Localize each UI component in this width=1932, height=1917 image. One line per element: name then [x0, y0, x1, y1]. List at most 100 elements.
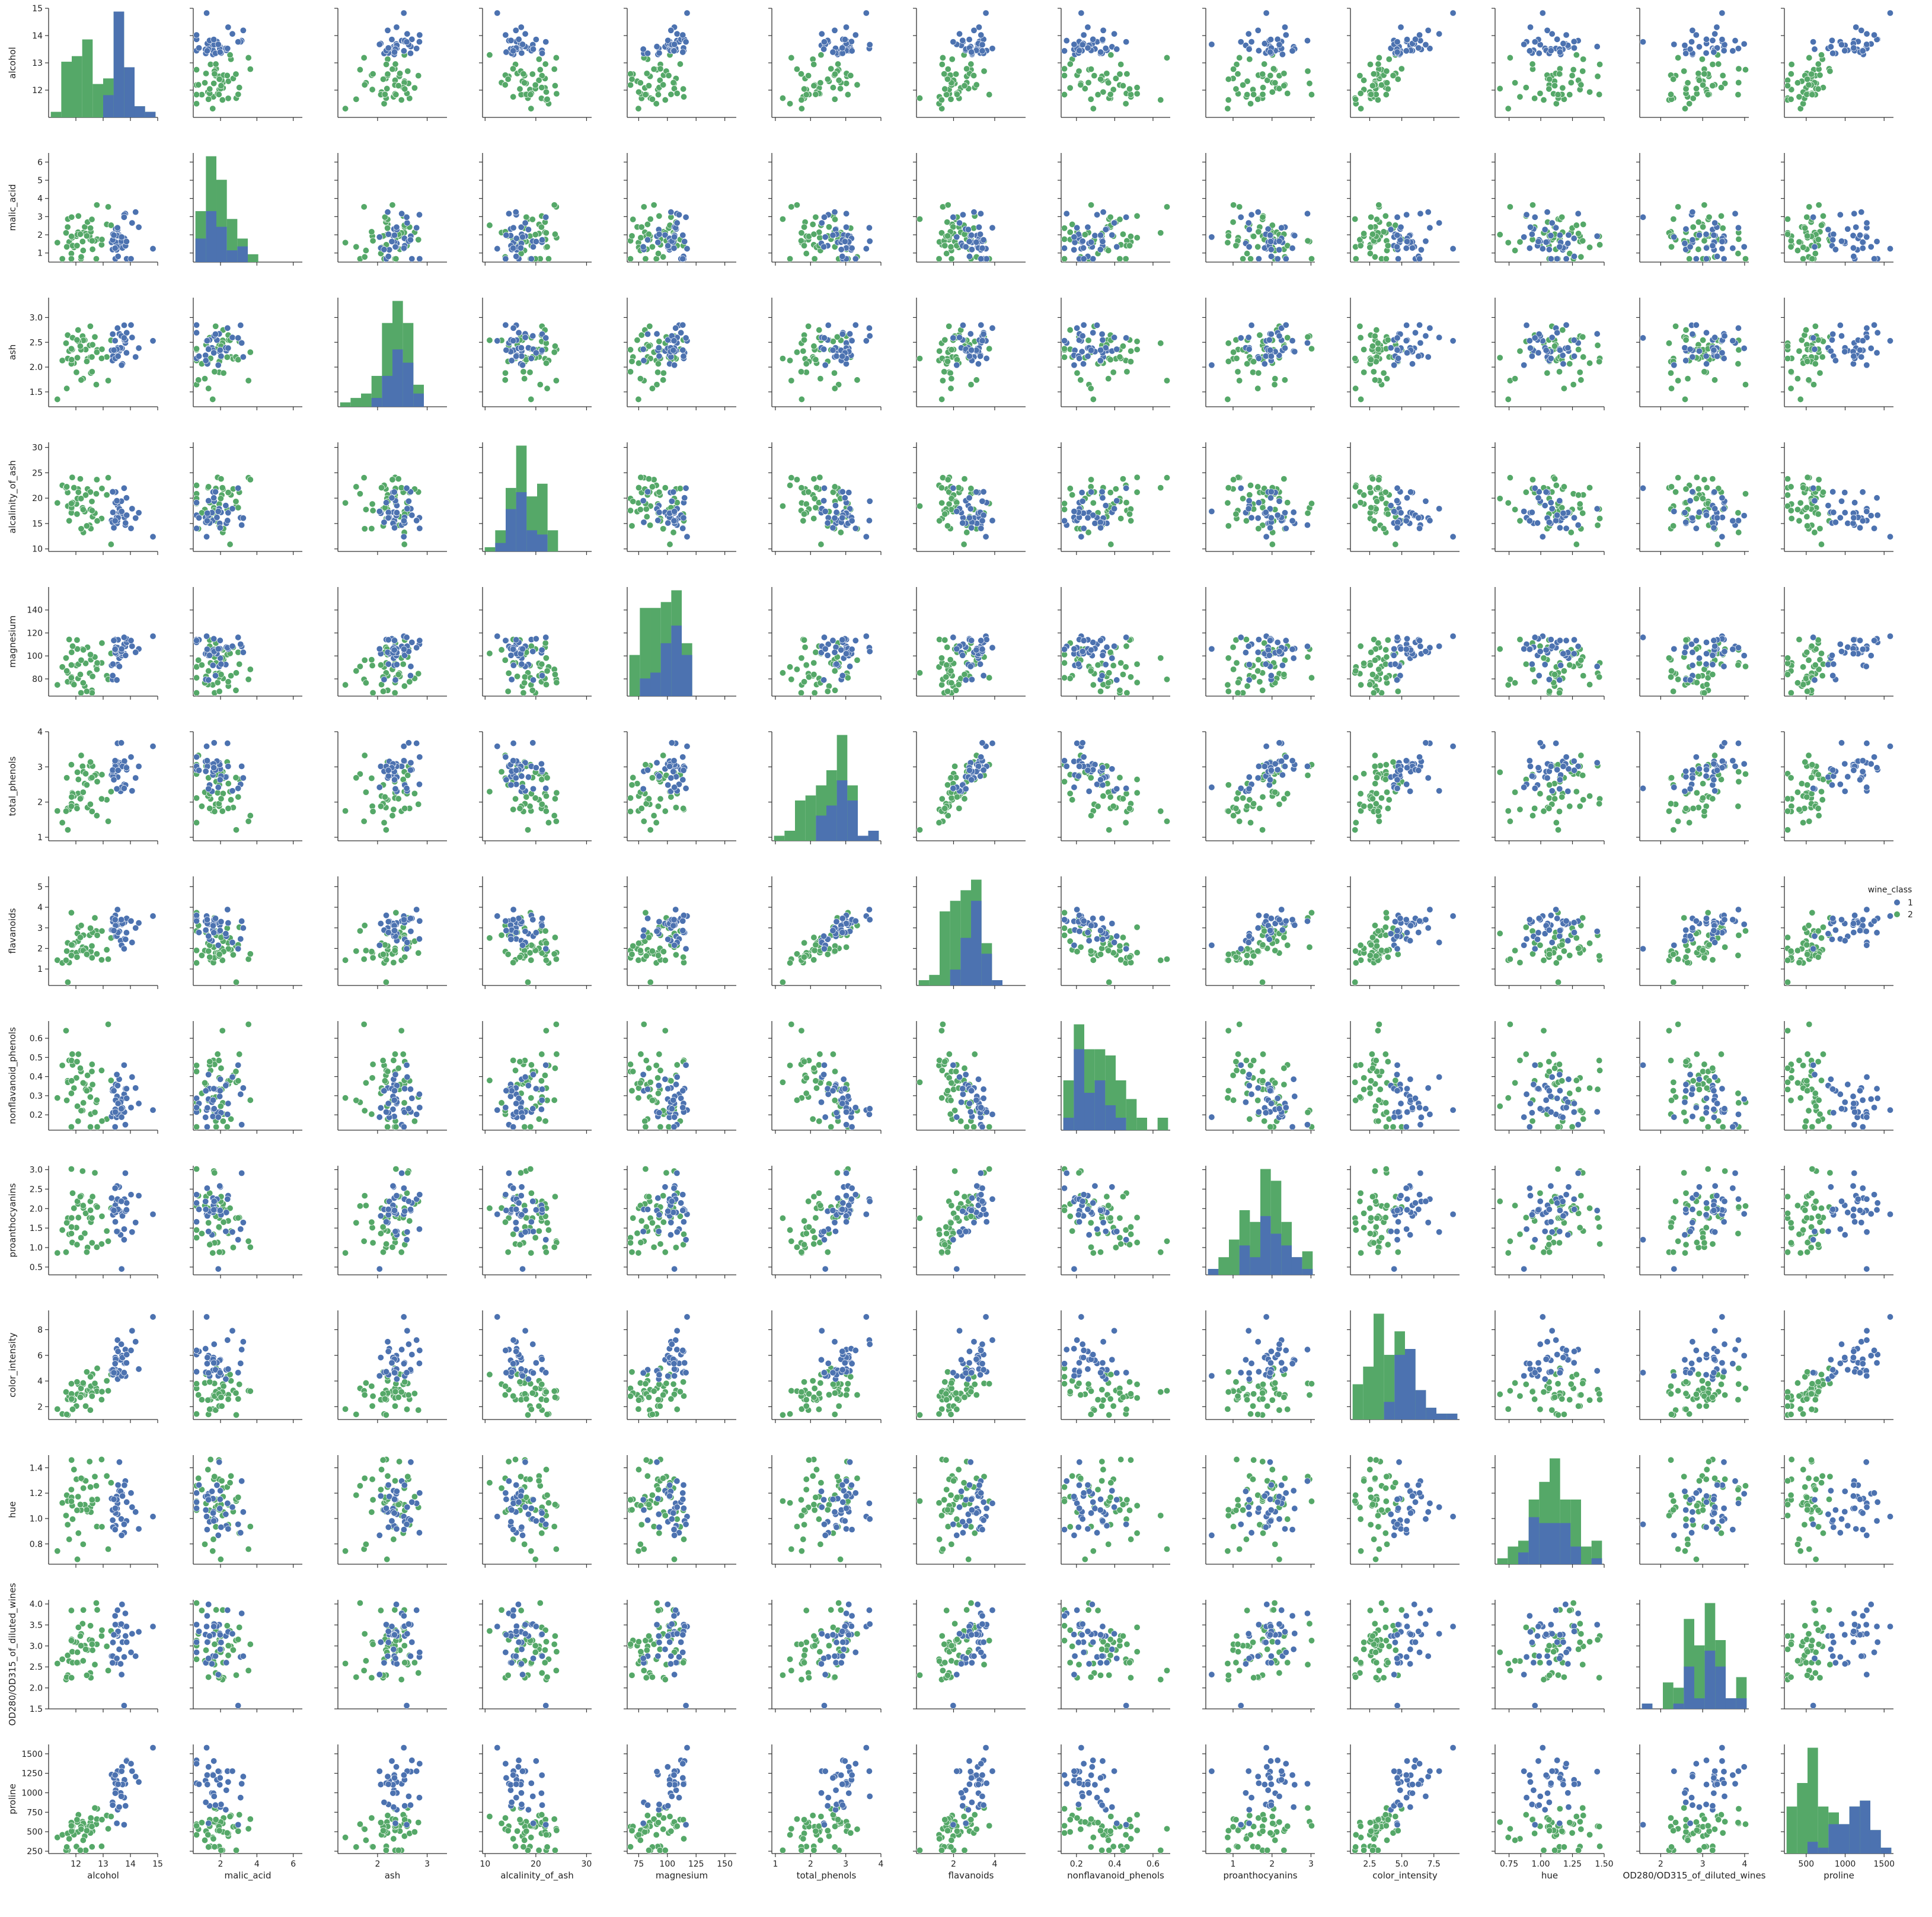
y-tick-label: 20: [32, 494, 43, 503]
scatter-point-series-2: [78, 495, 85, 502]
scatter-point-series-1: [1425, 209, 1432, 216]
y-axis-label: alcohol: [7, 47, 18, 79]
scatter-point-series-2: [986, 345, 993, 352]
scatter-point-series-1: [203, 646, 210, 653]
scatter-point-series-1: [225, 345, 232, 352]
scatter-point-series-1: [507, 652, 515, 659]
scatter-point-series-1: [1415, 353, 1422, 360]
scatter-point-series-1: [212, 331, 219, 338]
scatter-point-series-1: [1276, 238, 1283, 245]
scatter-point-series-1: [1593, 505, 1601, 512]
scatter-point-series-2: [68, 674, 75, 681]
scatter-point-series-2: [529, 71, 536, 78]
scatter-point-series-2: [223, 72, 231, 79]
scatter-point-series-1: [1097, 246, 1104, 253]
scatter-point-series-2: [1366, 244, 1374, 251]
scatter-point-series-1: [1873, 238, 1880, 245]
scatter-point-series-1: [1531, 213, 1538, 221]
scatter-point-series-2: [1684, 375, 1691, 382]
scatter-point-series-2: [1382, 212, 1389, 219]
scatter-point-series-2: [643, 506, 650, 513]
scatter-point-series-2: [1556, 71, 1563, 78]
scatter-point-series-2: [627, 346, 634, 353]
scatter-point-series-2: [1554, 91, 1561, 98]
scatter-point-series-2: [89, 245, 96, 253]
scatter-point-series-2: [1816, 72, 1824, 79]
scatter-point-series-2: [88, 216, 95, 223]
scatter-point-series-2: [1384, 375, 1391, 382]
scatter-point-series-1: [1246, 346, 1253, 353]
scatter-point-series-2: [1392, 541, 1399, 548]
panel-magnesium-vs-ash: [334, 587, 447, 700]
scatter-point-series-1: [225, 24, 232, 31]
scatter-point-series-1: [118, 362, 125, 369]
scatter-point-series-1: [196, 353, 203, 360]
scatter-point-series-2: [676, 60, 684, 68]
scatter-point-series-2: [217, 495, 224, 502]
scatter-point-series-1: [833, 353, 840, 360]
scatter-point-series-1: [1123, 334, 1130, 342]
scatter-point-series-1: [539, 237, 546, 244]
scatter-point-series-1: [847, 663, 854, 670]
scatter-point-series-2: [1803, 513, 1810, 520]
scatter-point-series-2: [817, 52, 825, 59]
scatter-point-series-2: [1512, 375, 1519, 382]
histogram-bar-series-2: [340, 402, 351, 407]
scatter-point-series-2: [1675, 203, 1682, 210]
scatter-point-series-1: [1278, 224, 1285, 231]
scatter-point-series-2: [646, 231, 653, 238]
scatter-point-series-1: [656, 49, 663, 56]
scatter-point-series-2: [1240, 255, 1247, 262]
scatter-point-series-1: [1811, 346, 1818, 353]
panel-ash-vs-total-phenols: [768, 298, 882, 410]
scatter-point-series-2: [1133, 90, 1141, 97]
scatter-point-series-1: [839, 672, 846, 679]
scatter-point-series-2: [353, 483, 360, 490]
scatter-point-series-2: [1735, 250, 1742, 257]
scatter-point-series-2: [647, 215, 654, 222]
y-tick-label: 13: [32, 59, 43, 68]
scatter-point-series-2: [1304, 509, 1311, 516]
scatter-point-series-2: [847, 72, 854, 79]
scatter-point-series-2: [805, 489, 812, 496]
scatter-point-series-1: [1426, 224, 1433, 231]
scatter-point-series-1: [1563, 525, 1570, 532]
scatter-point-series-1: [1079, 497, 1086, 505]
scatter-point-series-1: [959, 322, 966, 329]
scatter-point-series-2: [1559, 213, 1566, 221]
scatter-point-series-2: [1117, 61, 1125, 68]
scatter-point-series-1: [1570, 337, 1577, 344]
scatter-point-series-1: [863, 633, 870, 640]
scatter-point-series-2: [1787, 483, 1794, 490]
scatter-point-series-2: [1553, 482, 1560, 489]
scatter-point-series-2: [529, 216, 536, 223]
scatter-point-series-2: [1225, 97, 1232, 104]
scatter-point-series-2: [1370, 71, 1377, 78]
scatter-point-series-2: [78, 656, 85, 664]
scatter-point-series-1: [404, 219, 411, 227]
scatter-point-series-2: [824, 688, 831, 695]
scatter-point-series-2: [1157, 97, 1164, 104]
scatter-point-series-2: [793, 202, 800, 209]
scatter-point-series-1: [684, 9, 691, 17]
scatter-point-series-2: [78, 253, 85, 260]
scatter-point-series-1: [679, 346, 686, 353]
scatter-point-series-2: [1107, 541, 1115, 548]
scatter-point-series-2: [353, 668, 360, 675]
scatter-point-series-1: [843, 210, 850, 217]
scatter-point-series-2: [831, 483, 838, 490]
panel-ash-vs-flavanoids: [913, 298, 1026, 410]
scatter-point-series-2: [1675, 54, 1682, 61]
scatter-point-series-2: [526, 369, 534, 376]
scatter-point-series-1: [224, 324, 231, 331]
scatter-point-series-2: [551, 82, 558, 90]
scatter-point-series-2: [521, 674, 528, 681]
scatter-point-series-1: [1291, 232, 1298, 239]
scatter-point-series-2: [1809, 91, 1816, 98]
scatter-point-series-2: [1816, 369, 1824, 377]
scatter-point-series-1: [962, 243, 969, 250]
scatter-point-series-1: [644, 237, 652, 244]
scatter-point-series-2: [1250, 369, 1257, 376]
scatter-point-series-1: [866, 517, 873, 524]
